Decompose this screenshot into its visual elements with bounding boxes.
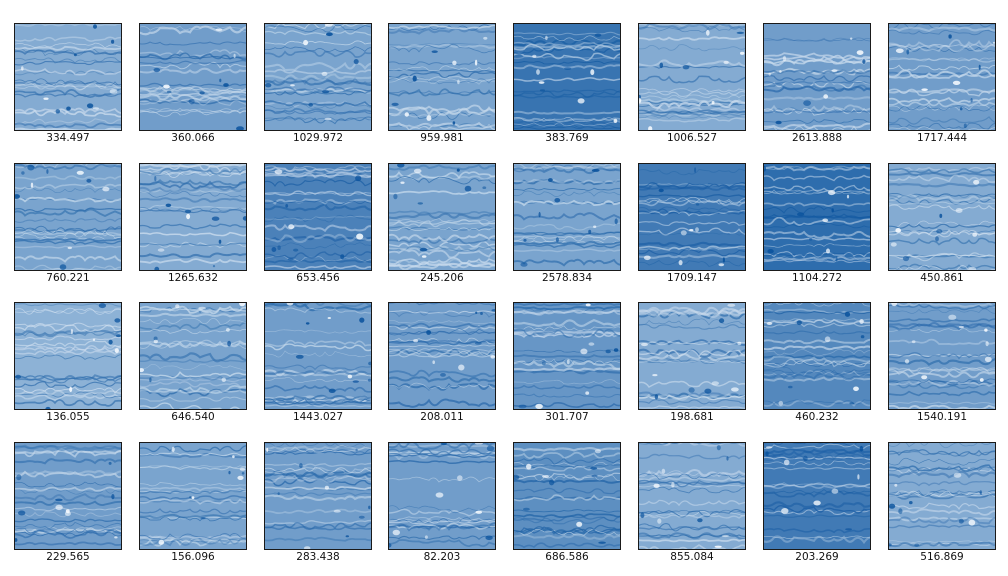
- feature-image: [264, 163, 372, 271]
- feature-tile: 383.769: [513, 23, 621, 147]
- feature-image: [888, 442, 996, 550]
- tile-value-label: 334.497: [46, 132, 90, 144]
- tile-value-label: 2613.888: [791, 132, 843, 144]
- feature-tile: 82.203: [388, 442, 496, 566]
- tile-value-label: 2578.834: [541, 272, 593, 284]
- feature-tile: 245.206: [388, 163, 496, 287]
- feature-tile: 1104.272: [763, 163, 871, 287]
- feature-image: [513, 23, 621, 131]
- feature-image: [139, 302, 247, 410]
- tile-value-label: 1104.272: [791, 272, 843, 284]
- feature-tile: 334.497: [14, 23, 122, 147]
- tile-value-label: 136.055: [46, 411, 90, 423]
- tile-value-label: 198.681: [670, 411, 714, 423]
- feature-tile: 136.055: [14, 302, 122, 426]
- tile-value-label: 1709.147: [666, 272, 718, 284]
- feature-tile: 156.096: [139, 442, 247, 566]
- tile-value-label: 460.232: [795, 411, 839, 423]
- feature-tile: 959.981: [388, 23, 496, 147]
- tile-value-label: 208.011: [420, 411, 464, 423]
- feature-image: [888, 302, 996, 410]
- tile-value-label: 646.540: [171, 411, 215, 423]
- tile-value-label: 360.066: [171, 132, 215, 144]
- feature-image: [763, 442, 871, 550]
- feature-image: [264, 442, 372, 550]
- tile-value-label: 653.456: [296, 272, 340, 284]
- feature-image: [888, 163, 996, 271]
- feature-image: [888, 23, 996, 131]
- tile-value-label: 686.586: [545, 551, 589, 563]
- feature-image: [139, 23, 247, 131]
- feature-image: [763, 163, 871, 271]
- feature-image: [14, 163, 122, 271]
- tile-value-label: 1540.191: [916, 411, 968, 423]
- feature-image: [638, 442, 746, 550]
- feature-image: [638, 163, 746, 271]
- tile-value-label: 450.861: [920, 272, 964, 284]
- feature-image: [638, 302, 746, 410]
- feature-image: [139, 442, 247, 550]
- feature-tile: 686.586: [513, 442, 621, 566]
- feature-tile: 855.084: [638, 442, 746, 566]
- feature-tile: 450.861: [888, 163, 996, 287]
- tile-value-label: 1265.632: [167, 272, 219, 284]
- feature-image: [513, 302, 621, 410]
- tile-value-label: 1717.444: [916, 132, 968, 144]
- feature-tile: 1029.972: [264, 23, 372, 147]
- tile-value-label: 516.869: [920, 551, 964, 563]
- feature-tile: 301.707: [513, 302, 621, 426]
- tile-value-label: 82.203: [423, 551, 461, 563]
- feature-image: [14, 442, 122, 550]
- tile-value-label: 855.084: [670, 551, 714, 563]
- feature-image: [264, 23, 372, 131]
- feature-image: [763, 302, 871, 410]
- feature-tile: 360.066: [139, 23, 247, 147]
- feature-tile: 208.011: [388, 302, 496, 426]
- feature-tile: 229.565: [14, 442, 122, 566]
- feature-tile: 2613.888: [763, 23, 871, 147]
- tile-value-label: 959.981: [420, 132, 464, 144]
- feature-tile: 1717.444: [888, 23, 996, 147]
- feature-image: [513, 442, 621, 550]
- feature-tile: 1265.632: [139, 163, 247, 287]
- feature-tile: 646.540: [139, 302, 247, 426]
- feature-tile: 1006.527: [638, 23, 746, 147]
- feature-tile: 2578.834: [513, 163, 621, 287]
- feature-image: [388, 163, 496, 271]
- tile-value-label: 203.269: [795, 551, 839, 563]
- feature-image: [513, 163, 621, 271]
- feature-tile: 283.438: [264, 442, 372, 566]
- feature-tile: 198.681: [638, 302, 746, 426]
- feature-tile: 760.221: [14, 163, 122, 287]
- tile-value-label: 229.565: [46, 551, 90, 563]
- tile-value-label: 383.769: [545, 132, 589, 144]
- tile-value-label: 245.206: [420, 272, 464, 284]
- feature-image: [388, 442, 496, 550]
- feature-tile: 203.269: [763, 442, 871, 566]
- feature-image: [264, 302, 372, 410]
- feature-image: [388, 23, 496, 131]
- tile-value-label: 1029.972: [292, 132, 344, 144]
- feature-tile: 460.232: [763, 302, 871, 426]
- feature-tile: 516.869: [888, 442, 996, 566]
- feature-image: [14, 23, 122, 131]
- feature-image: [763, 23, 871, 131]
- feature-tile: 1540.191: [888, 302, 996, 426]
- feature-image: [139, 163, 247, 271]
- feature-tile: 1709.147: [638, 163, 746, 287]
- tile-value-label: 1443.027: [292, 411, 344, 423]
- tile-value-label: 760.221: [46, 272, 90, 284]
- feature-image: [388, 302, 496, 410]
- feature-image: [638, 23, 746, 131]
- feature-image: [14, 302, 122, 410]
- tile-value-label: 1006.527: [666, 132, 718, 144]
- tile-value-label: 283.438: [296, 551, 340, 563]
- feature-tile: 1443.027: [264, 302, 372, 426]
- tile-value-label: 301.707: [545, 411, 589, 423]
- feature-tile: 653.456: [264, 163, 372, 287]
- tile-value-label: 156.096: [171, 551, 215, 563]
